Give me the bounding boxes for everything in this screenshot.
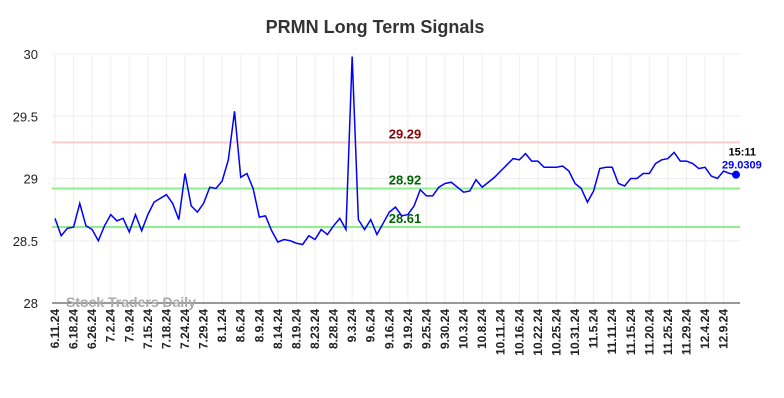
x-tick-label: 12.4.24	[698, 309, 712, 349]
x-tick-label: 8.6.24	[234, 309, 248, 343]
x-tick-label: 8.23.24	[308, 309, 322, 349]
x-tick-label: 11.5.24	[587, 309, 601, 349]
x-tick-label: 12.9.24	[717, 309, 731, 349]
x-tick-label: 10.8.24	[475, 309, 489, 349]
signal-label: 29.29	[389, 126, 422, 141]
y-tick-label: 29.5	[13, 109, 38, 124]
x-tick-label: 6.18.24	[67, 309, 81, 349]
x-tick-label: 8.1.24	[215, 309, 229, 343]
x-tick-label: 11.25.24	[661, 309, 675, 355]
price-line	[54, 56, 737, 246]
x-tick-label: 11.11.24	[605, 309, 619, 355]
last-point	[732, 170, 740, 179]
x-tick-label: 9.3.24	[345, 309, 359, 343]
end-time: 15:11	[728, 147, 756, 159]
x-tick-label: 8.9.24	[252, 309, 266, 343]
x-tick-label: 9.16.24	[382, 309, 396, 349]
x-tick-label: 11.15.24	[624, 309, 638, 355]
x-tick-label: 10.31.24	[568, 309, 582, 356]
x-tick-label: 11.29.24	[679, 309, 693, 355]
x-tick-label: 10.22.24	[531, 309, 545, 356]
x-tick-label: 10.16.24	[512, 309, 526, 356]
signal-label: 28.92	[389, 172, 422, 187]
y-tick-label: 30	[24, 47, 38, 62]
x-tick-label: 8.14.24	[271, 309, 285, 349]
x-tick-label: 7.9.24	[122, 309, 136, 343]
watermark: Stock Traders Daily	[66, 294, 196, 310]
x-tick-label: 8.19.24	[289, 309, 303, 349]
signal-label: 28.61	[389, 211, 422, 226]
x-tick-label: 9.19.24	[401, 309, 415, 349]
y-tick-label: 29	[24, 172, 38, 187]
end-value: 29.0309	[722, 160, 762, 172]
x-tick-label: 9.30.24	[438, 309, 452, 349]
x-tick-label: 11.20.24	[642, 309, 656, 355]
x-tick-label: 6.26.24	[85, 309, 99, 349]
x-tick-label: 8.28.24	[327, 309, 341, 349]
x-tick-label: 10.11.24	[494, 309, 508, 355]
chart-title: PRMN Long Term Signals	[266, 17, 485, 37]
x-tick-label: 10.25.24	[549, 309, 563, 356]
x-tick-label: 7.29.24	[197, 309, 211, 349]
x-tick-label: 7.18.24	[159, 309, 173, 349]
y-tick-label: 28	[24, 296, 38, 311]
y-tick-label: 28.5	[13, 234, 38, 249]
x-tick-label: 7.2.24	[104, 309, 118, 343]
x-tick-label: 10.3.24	[457, 309, 471, 349]
x-tick-label: 9.25.24	[419, 309, 433, 349]
x-tick-label: 6.11.24	[48, 309, 62, 349]
x-tick-label: 7.24.24	[178, 309, 192, 349]
x-tick-label: 9.6.24	[364, 309, 378, 343]
x-tick-label: 7.15.24	[141, 309, 155, 349]
